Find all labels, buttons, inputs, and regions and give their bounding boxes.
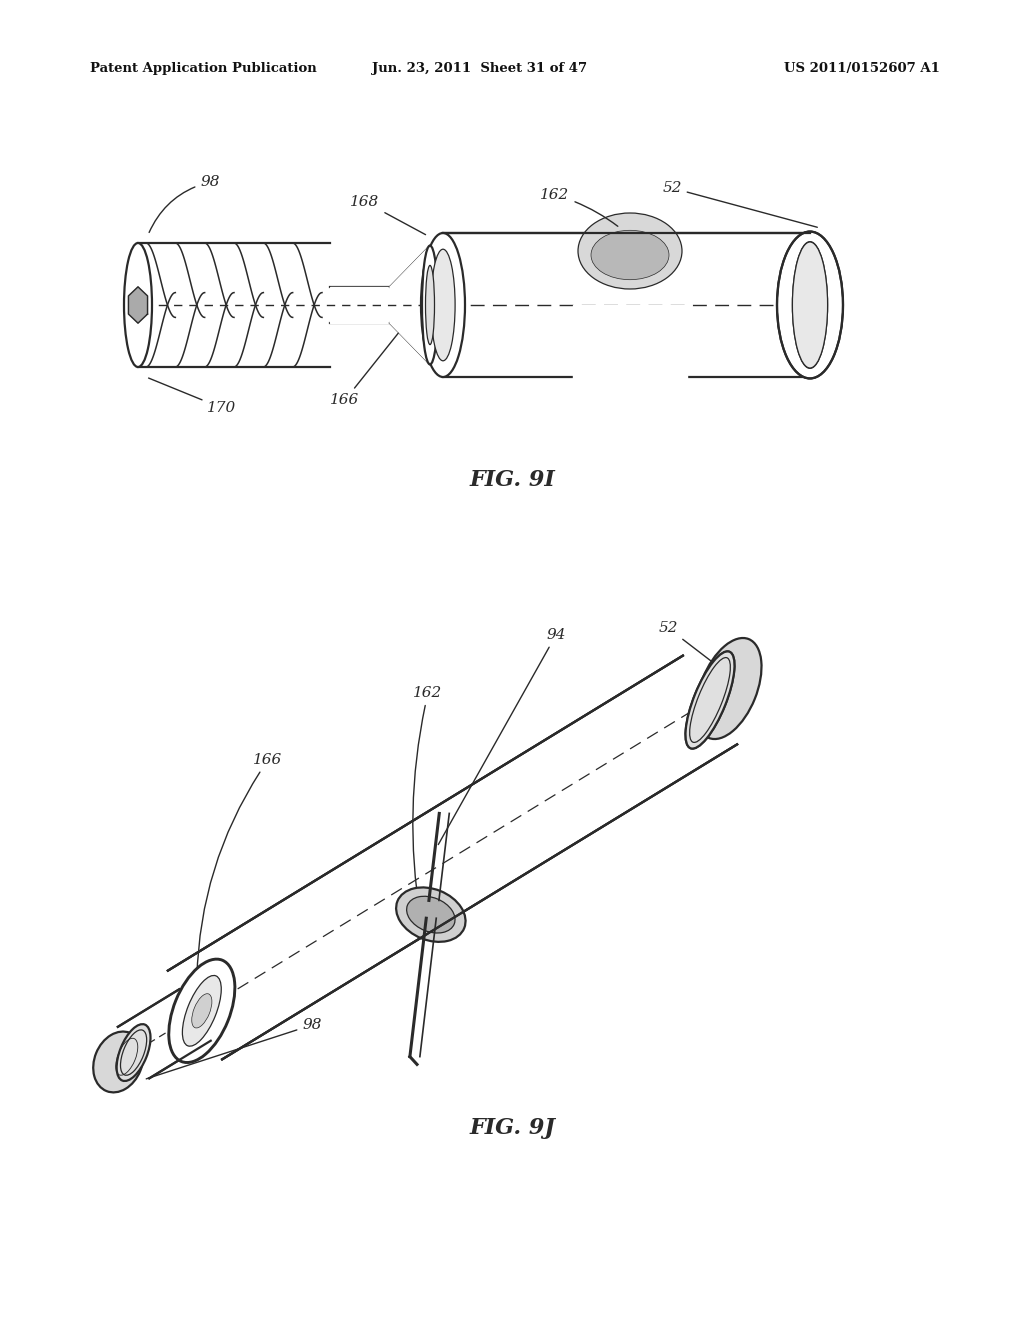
Ellipse shape — [422, 246, 438, 364]
Text: 52: 52 — [663, 181, 817, 227]
Polygon shape — [330, 286, 390, 323]
Polygon shape — [390, 246, 430, 364]
Text: 168: 168 — [350, 195, 426, 235]
Ellipse shape — [426, 265, 434, 345]
Ellipse shape — [191, 994, 212, 1028]
Ellipse shape — [793, 242, 827, 368]
Polygon shape — [128, 286, 147, 323]
Text: 170: 170 — [148, 378, 237, 414]
Text: 94: 94 — [438, 628, 565, 845]
Polygon shape — [810, 231, 854, 379]
Ellipse shape — [124, 243, 152, 367]
Ellipse shape — [777, 231, 843, 379]
Ellipse shape — [578, 213, 682, 289]
Ellipse shape — [169, 960, 234, 1063]
Ellipse shape — [407, 896, 455, 933]
Ellipse shape — [685, 651, 734, 748]
Text: 98: 98 — [150, 176, 220, 232]
Text: US 2011/0152607 A1: US 2011/0152607 A1 — [784, 62, 940, 75]
Text: FIG. 9I: FIG. 9I — [469, 469, 555, 491]
Ellipse shape — [685, 651, 734, 748]
Polygon shape — [573, 305, 687, 381]
Ellipse shape — [793, 242, 827, 368]
Text: 52: 52 — [658, 620, 726, 672]
Ellipse shape — [421, 234, 465, 378]
Text: Jun. 23, 2011  Sheet 31 of 47: Jun. 23, 2011 Sheet 31 of 47 — [373, 62, 588, 75]
Ellipse shape — [591, 230, 669, 280]
Ellipse shape — [431, 249, 455, 360]
Polygon shape — [118, 989, 211, 1078]
Ellipse shape — [117, 1024, 151, 1081]
Text: 162: 162 — [541, 187, 617, 226]
Text: 166: 166 — [197, 752, 283, 977]
Text: FIG. 9J: FIG. 9J — [469, 1117, 555, 1139]
Ellipse shape — [696, 638, 762, 739]
Text: 162: 162 — [413, 686, 442, 917]
Text: 98: 98 — [146, 1018, 322, 1078]
Ellipse shape — [182, 975, 221, 1047]
Text: 166: 166 — [331, 333, 398, 407]
Ellipse shape — [396, 887, 466, 942]
Ellipse shape — [93, 1031, 143, 1093]
Polygon shape — [168, 656, 737, 1060]
Text: Patent Application Publication: Patent Application Publication — [90, 62, 316, 75]
